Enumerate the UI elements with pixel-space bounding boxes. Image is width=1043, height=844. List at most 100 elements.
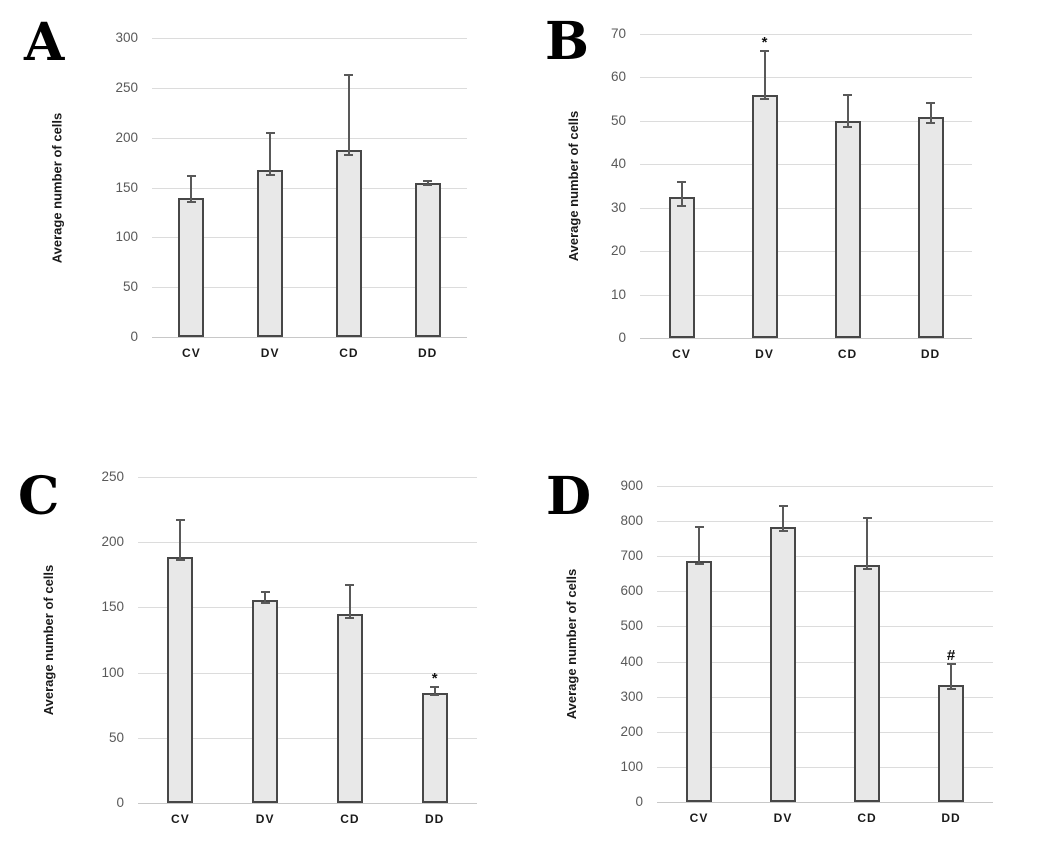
x-category-label: CV <box>182 346 201 360</box>
bar-DD <box>917 116 944 338</box>
gridline-60 <box>640 77 972 79</box>
bar-DD <box>414 182 441 337</box>
bar-DV <box>770 527 796 802</box>
error-bar-line <box>179 520 182 561</box>
y-tick-label: 700 <box>620 548 643 564</box>
y-tick-label: 100 <box>620 758 643 774</box>
error-bar-line <box>348 585 351 618</box>
gridline-50 <box>152 287 467 289</box>
y-tick-label: 60 <box>610 69 626 85</box>
y-tick-label: 0 <box>618 330 626 345</box>
bar-CD <box>854 565 880 802</box>
x-category-label: DD <box>417 346 438 360</box>
gridline-20 <box>640 251 972 253</box>
gridline-600 <box>657 591 993 593</box>
error-bar-cap-top <box>926 102 935 105</box>
error-bar-cap-top <box>265 131 275 134</box>
error-bar-cap-bottom <box>760 98 769 101</box>
y-tick-label: 250 <box>101 469 124 484</box>
y-tick-label: 40 <box>610 156 626 172</box>
x-category-label: DV <box>755 347 774 361</box>
error-bar-cap-bottom <box>344 153 354 156</box>
error-bar-cap-top <box>423 179 433 182</box>
y-tick-label: 100 <box>115 229 138 245</box>
panel-letter-B: B <box>545 11 589 72</box>
error-bar-line <box>763 51 766 100</box>
y-tick-label: 150 <box>115 179 138 195</box>
error-bar-line <box>929 103 932 124</box>
error-bar-cap-bottom <box>677 204 686 207</box>
error-bar-cap-bottom <box>345 616 355 619</box>
x-category-label: CD <box>837 347 858 361</box>
bar-DV <box>751 94 778 338</box>
bar-CD <box>335 149 362 337</box>
error-bar-line <box>347 74 350 155</box>
gridline-500 <box>657 626 993 628</box>
error-bar-line <box>866 518 868 569</box>
x-category-label: DD <box>941 811 961 825</box>
panel-letter-A: A <box>24 12 65 73</box>
gridline-50 <box>138 737 477 739</box>
bar-CD <box>834 120 861 338</box>
bar-CV <box>167 556 194 803</box>
gridline-150 <box>138 607 477 609</box>
y-tick-label: 50 <box>108 729 124 745</box>
error-bar-line <box>190 175 193 203</box>
plot-area: 0 50 100 150 200 250 CV DV CD * DD <box>101 469 477 826</box>
error-bar-cap-bottom <box>175 559 185 562</box>
gridline-0 <box>640 338 972 339</box>
y-tick-label: 30 <box>610 199 626 215</box>
panel-C: C Average number of cells 0 50 100 150 200 25… <box>0 420 520 844</box>
gridline-400 <box>657 661 993 663</box>
error-bar-cap-bottom <box>694 563 704 566</box>
y-axis-title: Average number of cells <box>41 564 56 716</box>
gridline-0 <box>138 803 477 804</box>
bar-DV <box>257 169 284 337</box>
y-tick-label: 300 <box>115 30 138 45</box>
error-bar-cap-bottom <box>265 173 275 176</box>
gridline-30 <box>640 207 972 209</box>
error-bar-line <box>264 591 267 604</box>
y-tick-label: 100 <box>101 664 124 680</box>
gridline-200 <box>657 731 993 733</box>
gridline-70 <box>640 34 972 35</box>
error-bar-cap-bottom <box>843 126 852 129</box>
error-bar-cap-top <box>186 174 196 177</box>
gridline-0 <box>657 802 993 803</box>
gridline-900 <box>657 486 993 487</box>
panel-letter-C: C <box>18 466 60 527</box>
gridline-700 <box>657 556 993 558</box>
plot-area: 0 50 100 150 200 250 300 CV DV CD DD <box>115 30 467 360</box>
gridline-100 <box>657 766 993 768</box>
error-bar-line <box>426 180 429 185</box>
gridline-250 <box>152 87 467 89</box>
bar-CV <box>178 198 205 337</box>
y-tick-label: 900 <box>620 478 643 493</box>
bar-CD <box>336 613 363 803</box>
y-tick-label: 0 <box>635 794 643 809</box>
y-axis-title: Average number of cells <box>564 568 579 720</box>
panel-A: A Average number of cells 0 50 100 150 200 25… <box>0 0 520 420</box>
y-tick-label: 50 <box>610 112 626 128</box>
error-bar-line <box>846 94 849 128</box>
gridline-800 <box>657 521 993 523</box>
gridline-10 <box>640 294 972 296</box>
x-category-label: DV <box>773 811 793 825</box>
x-category-label: CD <box>857 811 877 825</box>
gridline-300 <box>152 38 467 39</box>
error-bar-cap-bottom <box>186 201 196 204</box>
error-bar-cap-bottom <box>946 687 956 690</box>
significance-marker: * <box>431 669 438 687</box>
gridline-200 <box>152 137 467 139</box>
x-category-label: DD <box>424 812 445 826</box>
y-tick-label: 400 <box>620 653 643 669</box>
error-bar-cap-top <box>946 663 956 665</box>
error-bar-line <box>950 664 952 689</box>
y-tick-label: 0 <box>130 329 138 344</box>
significance-marker: # <box>946 647 956 664</box>
error-bar-cap-bottom <box>260 602 270 605</box>
x-category-label: DD <box>920 347 941 361</box>
error-bar-cap-bottom <box>430 693 440 696</box>
error-bar-cap-bottom <box>423 183 433 186</box>
plot-area: 0 10 20 30 40 50 60 70 CV * DV CD DD <box>611 26 972 361</box>
